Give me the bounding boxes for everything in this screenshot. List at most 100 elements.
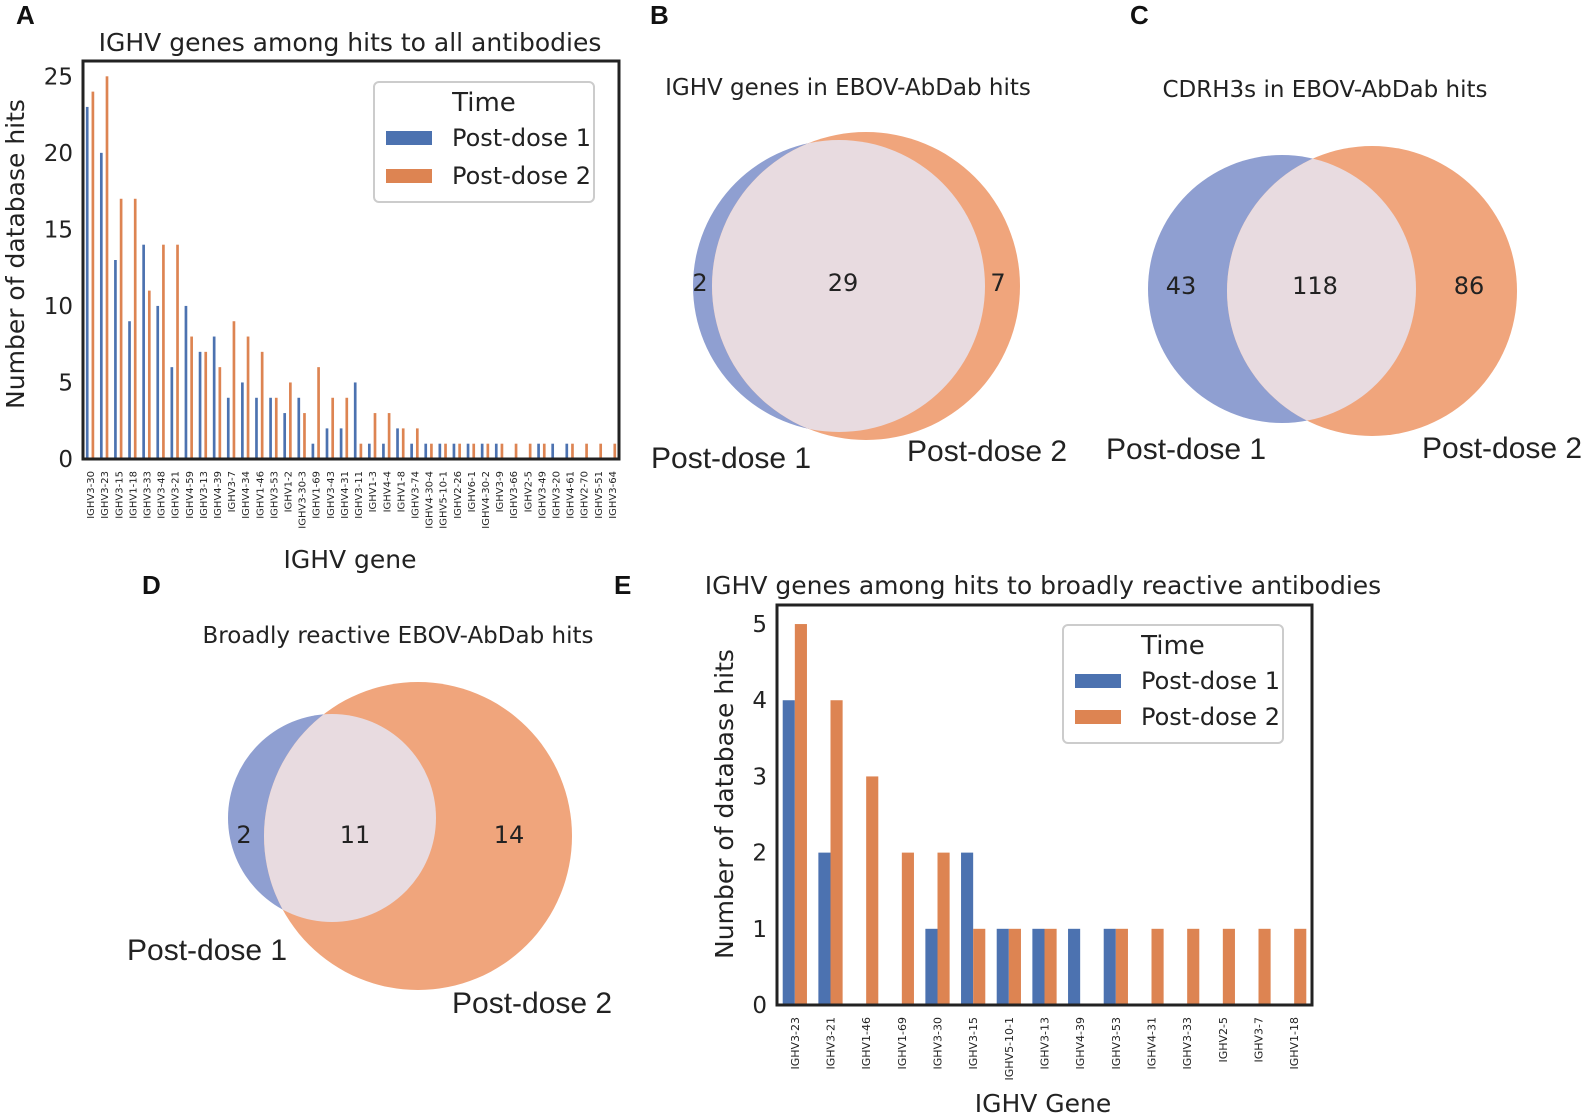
- bar-post-dose-2-ighv1-46: [260, 351, 264, 459]
- legend-e-label-post-dose-1: Post-dose 1: [1141, 667, 1280, 695]
- venn-c-overlap: [1227, 155, 1416, 423]
- x-tick-label: IGHV1-18: [1288, 1017, 1301, 1070]
- x-tick-label: IGHV5-10-1: [1003, 1017, 1016, 1081]
- bar-post-dose-1-ighv3-21: [818, 852, 831, 1005]
- bar-post-dose-1-ighv2-26: [452, 443, 456, 459]
- panel-letter-c: C: [1130, 0, 1149, 30]
- venn-c-cdrh3s: CDRH3s in EBOV-AbDab hits 43 118 86 Post…: [1106, 77, 1582, 466]
- x-tick-label: IGHV1-3: [368, 471, 379, 512]
- bar-post-dose-1-ighv3-23: [99, 152, 103, 459]
- panel-letter-a: A: [16, 0, 35, 30]
- x-tick-label: IGHV1-69: [896, 1017, 909, 1070]
- bar-post-dose-2-ighv3-30-3: [303, 413, 306, 459]
- x-tick-label: IGHV3-43: [326, 471, 337, 519]
- x-tick-label: IGHV3-9: [495, 471, 506, 512]
- venn-c-label-post-dose-2: Post-dose 2: [1422, 432, 1582, 465]
- bar-post-dose-1-ighv3-33: [142, 244, 145, 459]
- x-tick-label: IGHV4-4: [382, 471, 393, 512]
- chart-e-legend: Time Post-dose 1 Post-dose 2: [1062, 624, 1284, 744]
- y-tick-label: 20: [44, 141, 73, 167]
- x-tick-label: IGHV1-18: [128, 471, 139, 519]
- x-tick-label: IGHV2-5: [523, 471, 534, 512]
- bar-post-dose-2-ighv3-49: [542, 443, 546, 459]
- venn-b-count-only-2: 7: [990, 269, 1005, 297]
- bar-post-dose-2-ighv1-18: [1294, 928, 1307, 1005]
- bar-post-dose-1-ighv4-61: [565, 443, 569, 459]
- bar-post-dose-2-ighv4-4: [387, 413, 391, 459]
- bar-post-dose-2-ighv3-13: [204, 351, 208, 459]
- bar-post-dose-2-ighv1-18: [133, 198, 137, 459]
- y-tick-label: 4: [752, 688, 767, 714]
- x-tick-label: IGHV4-30-2: [481, 471, 492, 529]
- venn-d-count-only-2: 14: [494, 821, 525, 849]
- x-tick-label: IGHV3-13: [199, 471, 210, 519]
- y-tick-label: 5: [58, 370, 73, 396]
- legend-a-swatch-post-dose-1: [386, 131, 432, 145]
- bar-post-dose-2-ighv3-23: [794, 624, 807, 1005]
- bar-post-dose-2-ighv3-21: [176, 244, 179, 459]
- x-tick-label: IGHV1-2: [284, 471, 295, 512]
- bar-post-dose-1-ighv1-69: [311, 443, 315, 459]
- bar-post-dose-1-ighv1-18: [128, 321, 131, 459]
- y-tick-label: 2: [752, 841, 767, 867]
- bar-post-dose-2-ighv4-30-2: [486, 443, 490, 459]
- x-tick-label: IGHV3-21: [171, 471, 182, 519]
- bar-post-dose-1-ighv3-30: [85, 106, 89, 459]
- x-tick-label: IGHV1-46: [860, 1017, 873, 1070]
- bar-post-dose-1-ighv3-7: [226, 397, 230, 459]
- bar-post-dose-1-ighv3-53: [1103, 928, 1116, 1005]
- chart-e-frame: [775, 603, 1314, 1007]
- bar-post-dose-2-ighv3-15: [973, 928, 986, 1005]
- bar-post-dose-1-ighv3-15: [961, 852, 974, 1005]
- x-tick-label: IGHV3-30: [86, 471, 97, 519]
- bar-post-dose-2-ighv3-43: [331, 397, 335, 459]
- x-tick-label: IGHV6-1: [467, 471, 478, 512]
- venn-b-count-overlap: 29: [828, 269, 859, 297]
- y-tick-label: 10: [44, 294, 73, 320]
- bar-post-dose-2-ighv3-13: [1044, 928, 1057, 1005]
- bar-post-dose-1-ighv4-31: [339, 428, 343, 459]
- x-tick-label: IGHV5-10-1: [439, 471, 450, 529]
- legend-a-label-post-dose-1: Post-dose 1: [452, 124, 591, 152]
- bar-post-dose-1-ighv3-30-3: [297, 397, 301, 459]
- bar-post-dose-2-ighv2-70: [585, 443, 588, 459]
- bar-post-dose-2-ighv3-21: [830, 700, 843, 1005]
- x-tick-label: IGHV3-15: [114, 471, 125, 519]
- x-tick-label: IGHV4-34: [241, 471, 252, 519]
- venn-b-overlap: [712, 140, 985, 432]
- x-tick-label: IGHV3-7: [1253, 1017, 1266, 1063]
- bar-post-dose-1-ighv6-1: [466, 443, 470, 459]
- bar-post-dose-1-ighv3-15: [114, 260, 117, 459]
- chart-e-xlabel: IGHV Gene: [975, 1089, 1112, 1118]
- panel-letter-d: D: [142, 570, 161, 600]
- chart-e-ylabel: Number of database hits: [710, 649, 739, 959]
- x-tick-label: IGHV3-53: [269, 471, 280, 519]
- y-tick-label: 15: [44, 217, 73, 243]
- bar-post-dose-1-ighv1-8: [396, 428, 399, 459]
- bar-post-dose-2-ighv2-26: [458, 443, 461, 459]
- bar-post-dose-2-ighv3-7: [232, 321, 236, 459]
- chart-a-frame: [81, 59, 621, 461]
- x-tick-label: IGHV4-39: [1074, 1017, 1087, 1070]
- venn-c-title: CDRH3s in EBOV-AbDab hits: [1162, 77, 1487, 103]
- y-tick-label: 1: [752, 917, 767, 943]
- legend-e-swatch-post-dose-2: [1075, 710, 1121, 724]
- venn-d-broadly-reactive: Broadly reactive EBOV-AbDab hits 2 11 14…: [127, 623, 612, 1020]
- bar-post-dose-2-ighv4-34: [246, 336, 250, 459]
- bar-post-dose-1-ighv3-20: [551, 443, 555, 459]
- bar-post-dose-2-ighv3-66: [514, 443, 518, 459]
- y-tick-label: 5: [752, 612, 767, 638]
- bar-post-dose-2-ighv1-3: [373, 413, 377, 459]
- x-tick-label: IGHV3-66: [509, 471, 520, 519]
- bar-post-dose-1-ighv3-13: [198, 351, 202, 459]
- x-tick-label: IGHV3-13: [1039, 1017, 1052, 1070]
- x-tick-label: IGHV4-31: [340, 471, 351, 519]
- bar-post-dose-2-ighv3-53: [274, 397, 278, 459]
- bar-post-dose-1-ighv3-43: [325, 428, 329, 459]
- venn-b-label-post-dose-2: Post-dose 2: [907, 435, 1067, 468]
- panel-letter-b: B: [650, 0, 669, 30]
- bar-post-dose-2-ighv4-31: [345, 397, 349, 459]
- bar-post-dose-2-ighv3-74: [415, 428, 419, 459]
- venn-b-title: IGHV genes in EBOV-AbDab hits: [665, 75, 1031, 101]
- bar-post-dose-2-ighv2-5: [1222, 928, 1235, 1005]
